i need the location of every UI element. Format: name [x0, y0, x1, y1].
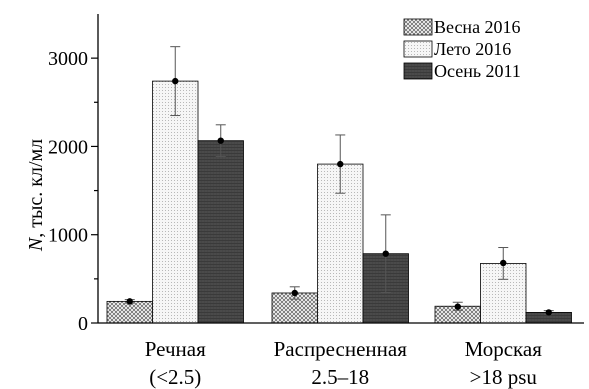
legend-label: Осень 2011 — [434, 61, 521, 81]
y-tick-label: 2000 — [48, 136, 88, 158]
legend-swatch — [403, 62, 433, 80]
data-point — [382, 250, 389, 257]
data-points-group — [126, 77, 552, 316]
data-point — [172, 77, 179, 85]
data-point — [126, 298, 133, 305]
y-tick-label: 3000 — [48, 48, 88, 70]
bars-group — [106, 80, 572, 324]
legend-label: Лето 2016 — [434, 39, 511, 59]
y-tick-label: 0 — [78, 313, 88, 335]
data-point — [545, 309, 552, 316]
y-axis-label: N, тыс. кл/мл — [25, 139, 47, 252]
category-label: Речная — [145, 337, 206, 361]
data-point — [291, 289, 298, 297]
bar — [106, 300, 153, 324]
data-point — [217, 137, 224, 144]
category-label: Распресненная — [274, 337, 408, 361]
category-sublabel: >18 psu — [470, 365, 538, 389]
y-axis-ticks: 0 1000 2000 3000 — [48, 48, 98, 335]
category-label: Морская — [465, 337, 543, 361]
y-tick-label: 1000 — [48, 225, 88, 247]
category-sublabel: 2.5–18 — [311, 365, 369, 389]
data-point — [500, 259, 507, 267]
category-labels: Речная (<2.5) Распресненная 2.5–18 Морская >1… — [145, 337, 542, 389]
bar — [197, 140, 244, 324]
data-point — [454, 303, 461, 310]
category-sublabel: (<2.5) — [149, 365, 201, 389]
legend-swatch — [403, 40, 433, 58]
legend-swatch — [403, 18, 433, 36]
data-point — [337, 160, 344, 168]
bar — [152, 80, 199, 324]
legend-label: Весна 2016 — [434, 17, 521, 37]
